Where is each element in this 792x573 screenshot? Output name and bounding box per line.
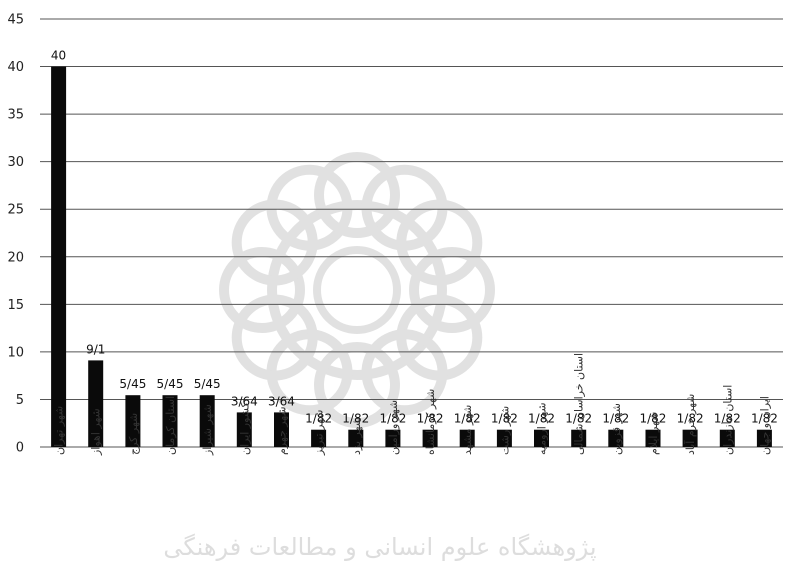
x-tick-label: شهر ارومیه [536, 402, 549, 455]
bar [88, 360, 104, 447]
bar [348, 429, 364, 447]
y-tick-label: 0 [16, 441, 24, 456]
y-tick-label: 20 [7, 250, 24, 265]
x-tick-label: شهر کرمانشاه [424, 389, 437, 455]
data-label: 5/45 [157, 377, 184, 391]
bar [274, 412, 289, 447]
bar [422, 429, 438, 447]
bar [311, 429, 327, 447]
x-tick-label: شهر خرم آباد [683, 394, 697, 455]
data-label: 1/82 [491, 412, 518, 426]
data-label: 3/64 [268, 394, 295, 408]
y-tick-label: 10 [7, 345, 24, 360]
y-tick-label: 40 [7, 60, 24, 75]
x-tick-label: استان کرمان [164, 396, 177, 455]
bar [496, 429, 512, 447]
bar [51, 66, 67, 447]
y-tick-label: 5 [16, 393, 24, 408]
x-tick-label: شهر ورامین [387, 400, 400, 455]
data-label: 1/82 [714, 412, 741, 426]
data-label: 1/82 [342, 412, 369, 426]
data-label: 1/82 [379, 412, 406, 426]
x-tick-label: شهر ایلام [647, 412, 660, 455]
data-label: 1/82 [751, 412, 778, 426]
x-axis-ticks: شهر تهران شهر اهواز شهر کرج استان کرمان شهر … [53, 353, 772, 456]
watermark-text: پژوهشگاه علوم انسانی و مطالعات فرهنگی [163, 533, 596, 561]
data-label: 1/82 [565, 412, 592, 426]
bar [608, 429, 624, 447]
bar [199, 395, 215, 447]
x-tick-label: استان مازندران [721, 385, 734, 455]
x-tick-label: شهر شیراز [201, 404, 214, 456]
data-label: 1/82 [528, 412, 555, 426]
bar [645, 429, 661, 447]
bar [459, 429, 475, 447]
x-tick-label: شهر اهواز [90, 408, 103, 456]
x-tick-label: کشور ایران [238, 401, 251, 455]
x-tick-label: شهر رشت [498, 406, 511, 455]
x-tick-label: شهر جهرم [275, 406, 288, 455]
x-tick-label: شهر تهران [53, 406, 66, 455]
y-tick-label: 25 [7, 203, 24, 218]
data-label: 1/82 [602, 412, 629, 426]
bar [125, 395, 141, 447]
y-tick-label: 35 [7, 108, 24, 123]
x-tick-label: استان خراسان شمالی [573, 353, 586, 455]
data-label: 1/82 [417, 412, 444, 426]
x-tick-label: شهر قزوین [610, 403, 623, 455]
data-labels: 40 9/1 5/45 5/45 5/45 3/64 3/64 1/82 1/82 1/82 1/8… [51, 49, 778, 426]
bar [571, 429, 587, 447]
x-tick-label: شهر تبریز [313, 410, 326, 456]
bars [51, 66, 772, 447]
bar [385, 429, 401, 447]
x-tick-label: شهر مشهد [461, 405, 474, 455]
data-label: 1/82 [454, 412, 481, 426]
data-label: 9/1 [86, 342, 105, 356]
data-label: 1/82 [305, 412, 332, 426]
data-label: 5/45 [194, 377, 221, 391]
data-label: 3/64 [231, 394, 258, 408]
y-axis-ticks: 0 5 10 15 20 25 30 35 40 45 [7, 13, 24, 456]
bar [236, 412, 252, 447]
x-tick-label: شهر کرج [127, 413, 140, 455]
bar [162, 395, 178, 447]
data-label: 1/82 [677, 412, 704, 426]
y-tick-label: 15 [7, 298, 24, 313]
y-tick-label: 45 [7, 13, 24, 28]
data-label: 5/45 [119, 377, 146, 391]
data-label: 1/82 [639, 412, 666, 426]
gridlines [40, 18, 783, 448]
data-label: 40 [51, 49, 66, 63]
x-tick-label: ایران و جهان [758, 396, 771, 455]
bar [719, 429, 735, 447]
x-tick-label: شهر یزد [350, 417, 363, 455]
bar [534, 429, 549, 447]
y-tick-label: 30 [7, 155, 24, 170]
bar [682, 429, 698, 447]
bar [756, 429, 772, 447]
watermark-logo [219, 152, 495, 428]
